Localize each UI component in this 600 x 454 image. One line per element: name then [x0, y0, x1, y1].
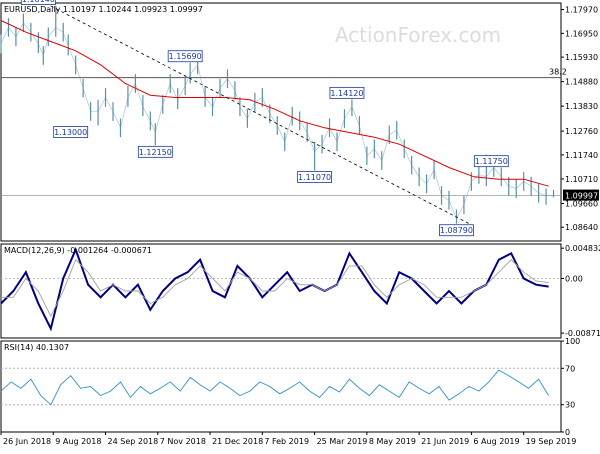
price-header: EURUSD,Daily 1.10197 1.10244 1.09923 1.0… [4, 5, 203, 14]
price-ytick-label: 1.16950 [565, 29, 598, 38]
macd-line [0, 246, 549, 332]
price-close-line [0, 22, 554, 220]
macd-ytick-label: 0.004832 [565, 244, 600, 253]
price-ytick-label: 1.08640 [565, 223, 598, 232]
last-price-label: 1.09997 [565, 192, 598, 201]
annotation-box [439, 224, 474, 237]
rsi-ytick-label: 100 [565, 337, 580, 346]
rsi-line [0, 369, 549, 406]
annotation-box [167, 50, 203, 63]
annotation-box [137, 145, 173, 158]
annotation-box [473, 155, 509, 168]
macd-ytick-label: 0.00 [565, 274, 583, 283]
x-tick-label: 7 Feb 2019 [264, 437, 309, 446]
annotation-box [297, 171, 333, 183]
x-tick-label: 21 Jun 2019 [421, 437, 469, 446]
x-tick-label: 9 Aug 2018 [55, 437, 101, 446]
price-ytick-label: 1.09660 [565, 199, 598, 208]
annotation-label: 1.11070 [298, 173, 331, 182]
rsi-header: RSI(14) 40.1307 [4, 343, 69, 352]
rsi-panel: 100 70 30 0 RSI(14) 40.1307 [0, 337, 580, 437]
rsi-frame [0, 340, 562, 433]
rsi-ytick-label: 30 [565, 401, 575, 410]
price-ytick-label: 1.12760 [565, 127, 598, 136]
rsi-ytick-label: 0 [565, 428, 570, 437]
annotation-label: 1.12150 [139, 148, 172, 157]
x-tick-label: 6 Aug 2019 [473, 437, 519, 446]
annotation-box [53, 126, 89, 138]
signal-line [1, 258, 549, 318]
price-ytick-label: 1.15930 [565, 53, 598, 62]
annotation-box [329, 86, 365, 99]
fib-level-label: 38.2 [549, 68, 567, 77]
macd-header: MACD(12,26,9) -0.001264 -0.000671 [4, 246, 152, 255]
x-tick-label: 21 Dec 2018 [212, 437, 263, 446]
annotation-label: 1.11750 [475, 157, 508, 166]
x-tick-label: 26 Jun 2018 [3, 437, 51, 446]
x-axis: 26 Jun 2018 9 Aug 2018 24 Sep 2018 7 Nov 20… [0, 432, 577, 446]
x-tick-label: 24 Sep 2018 [108, 437, 159, 446]
price-ytick-label: 1.11740 [565, 151, 598, 160]
macd-panel: 0.004832 0.00 -0.008718 MACD(12,26,9) -0.00… [0, 243, 600, 339]
macd-frame [0, 243, 562, 339]
price-ytick-label: 1.10710 [565, 175, 598, 184]
macd-ytick-label: -0.008718 [565, 329, 600, 338]
price-ytick-label: 1.14880 [565, 78, 598, 87]
last-price-box [563, 189, 599, 201]
annotation-label: 1.15690 [169, 52, 202, 61]
moving-average-line [0, 20, 549, 187]
rsi-ytick-label: 70 [565, 364, 575, 373]
annotation-label: 1.08790 [440, 226, 473, 235]
x-tick-label: 8 May 2019 [369, 437, 416, 446]
price-frame [0, 2, 562, 242]
annotation-label: 1.13000 [54, 128, 87, 137]
x-tick-label: 7 Nov 2018 [160, 437, 206, 446]
price-panel: 1.17970 1.16950 1.15930 1.14880 1.13830 1.127… [0, 0, 599, 242]
x-tick-label: 19 Sep 2019 [526, 437, 577, 446]
trendline [50, 5, 470, 224]
annotation-label: 1.18140 [22, 0, 55, 4]
annotation-box [20, 0, 56, 5]
price-ytick-label: 1.17970 [565, 6, 598, 15]
watermark: ActionForex.com [335, 23, 501, 47]
x-tick-label: 25 Mar 2019 [317, 437, 368, 446]
annotation-label: 1.14120 [330, 89, 363, 98]
price-ytick-label: 1.13830 [565, 102, 598, 111]
